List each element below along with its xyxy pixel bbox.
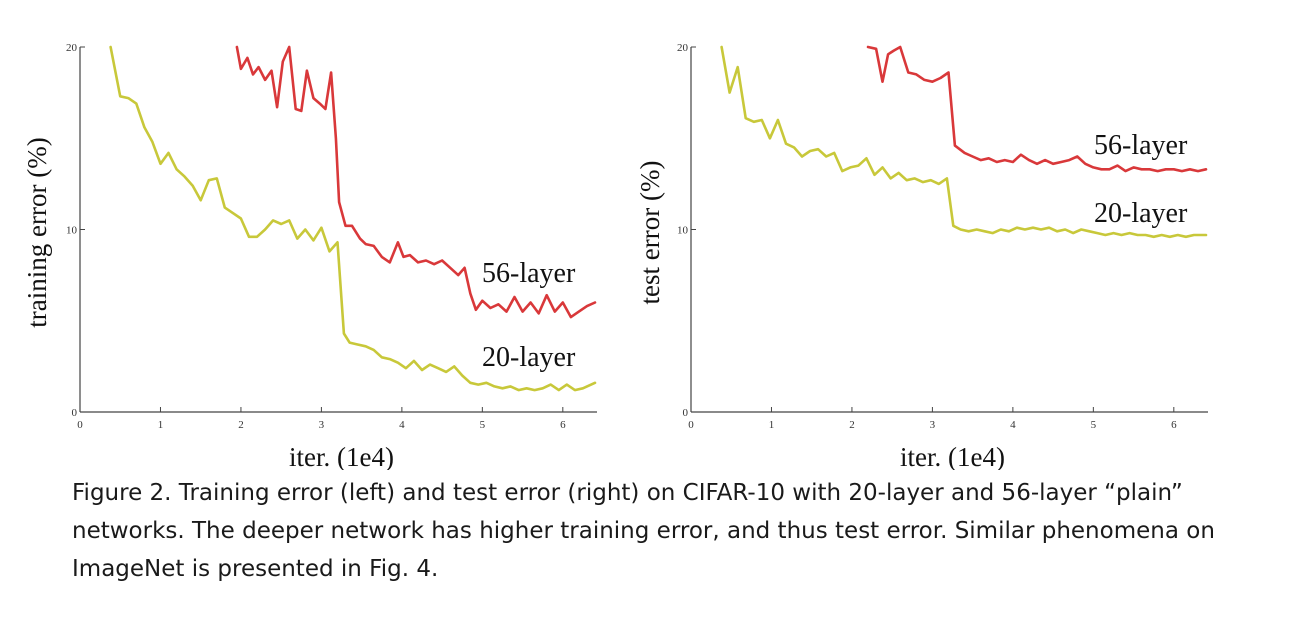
y-tick-label: 0 [683,407,689,419]
series-label-56-layer: 56-layer [1094,130,1188,161]
x-axis-title: iter. (1e4) [289,442,394,470]
x-tick-label: 5 [480,419,486,431]
y-tick-label: 10 [677,225,689,237]
test-error-chart: 0 10 20 0 1 2 3 4 5 6 iter. (1e4) test error (%) 56-… [635,42,1208,470]
y-axis-title: test error (%) [635,161,665,305]
series-line-56-layer [235,45,597,319]
y-tick-label: 20 [677,42,689,54]
x-tick-label: 6 [560,419,566,431]
x-tick-label: 0 [77,419,83,431]
x-axis-title: iter. (1e4) [900,442,1005,470]
series-line-20-layer [720,45,1208,239]
x-tick-label: 2 [849,419,855,431]
x-tick-label: 1 [769,419,775,431]
series-line-20-layer [109,45,597,392]
figure-caption: Figure 2. Training error (left) and test… [72,480,1215,582]
x-tick-label: 3 [930,419,936,431]
x-tick-label: 0 [688,419,694,431]
y-axis-title: training error (%) [22,137,52,327]
y-tick-label: 10 [66,225,78,237]
x-tick-label: 4 [399,419,405,431]
y-tick-label: 20 [66,42,78,54]
x-tick-label: 1 [158,419,164,431]
x-tick-label: 2 [238,419,244,431]
x-tick-label: 6 [1171,419,1177,431]
x-tick-label: 4 [1010,419,1016,431]
series-label-20-layer: 20-layer [1094,198,1188,229]
series-line-56-layer [866,45,1208,173]
x-tick-label: 5 [1091,419,1097,431]
series-label-20-layer: 20-layer [482,342,576,373]
x-tick-label: 3 [319,419,325,431]
series-label-56-layer: 56-layer [482,258,576,289]
y-tick-label: 0 [72,407,78,419]
training-error-chart: 0 10 20 0 1 2 3 4 5 6 iter. (1e4) training error (%… [22,42,597,470]
